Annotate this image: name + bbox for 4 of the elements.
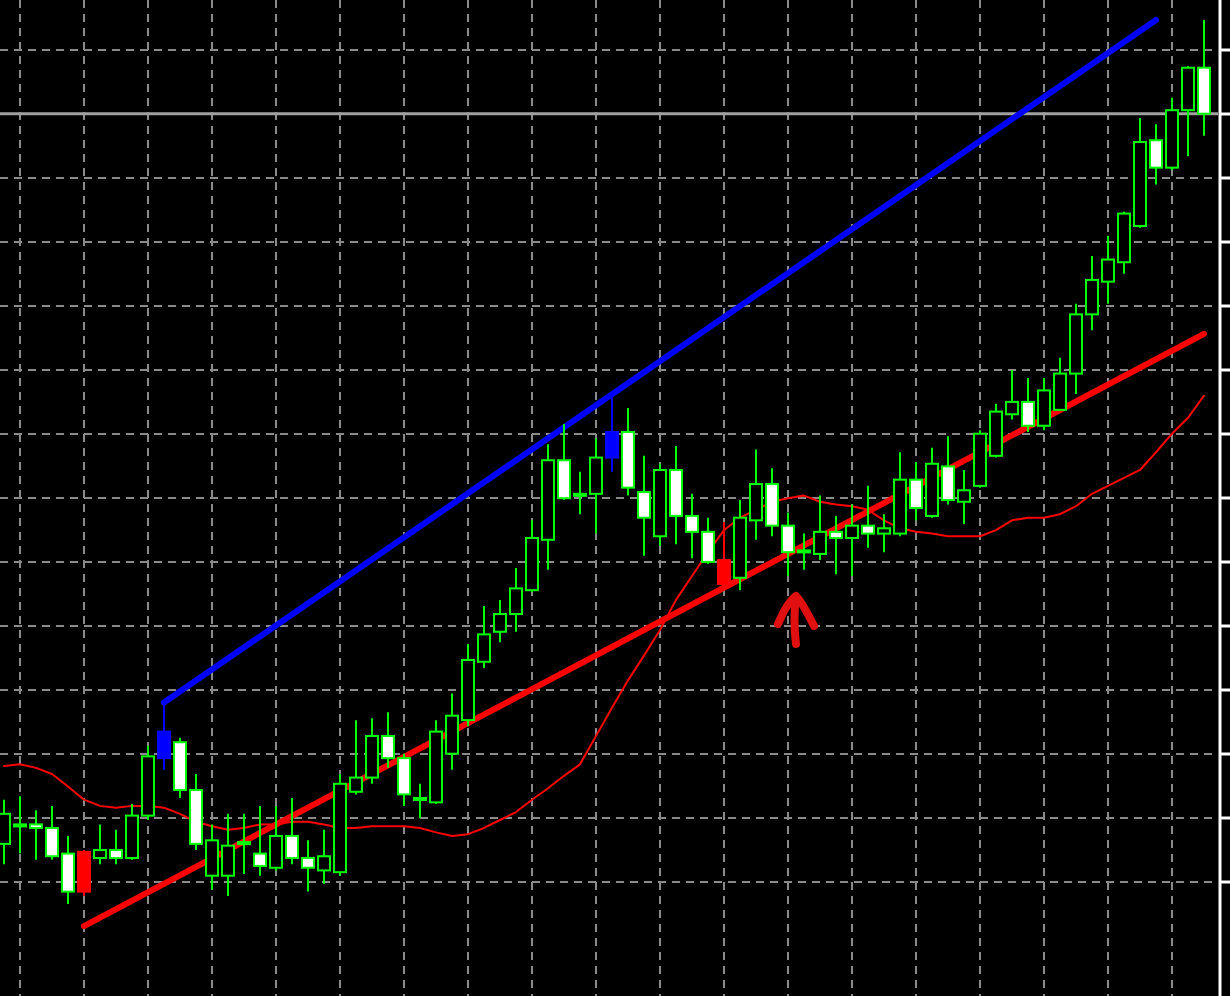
candlestick [237,812,251,875]
candlestick [605,394,619,473]
candlestick [77,849,91,898]
candlestick [717,521,731,587]
